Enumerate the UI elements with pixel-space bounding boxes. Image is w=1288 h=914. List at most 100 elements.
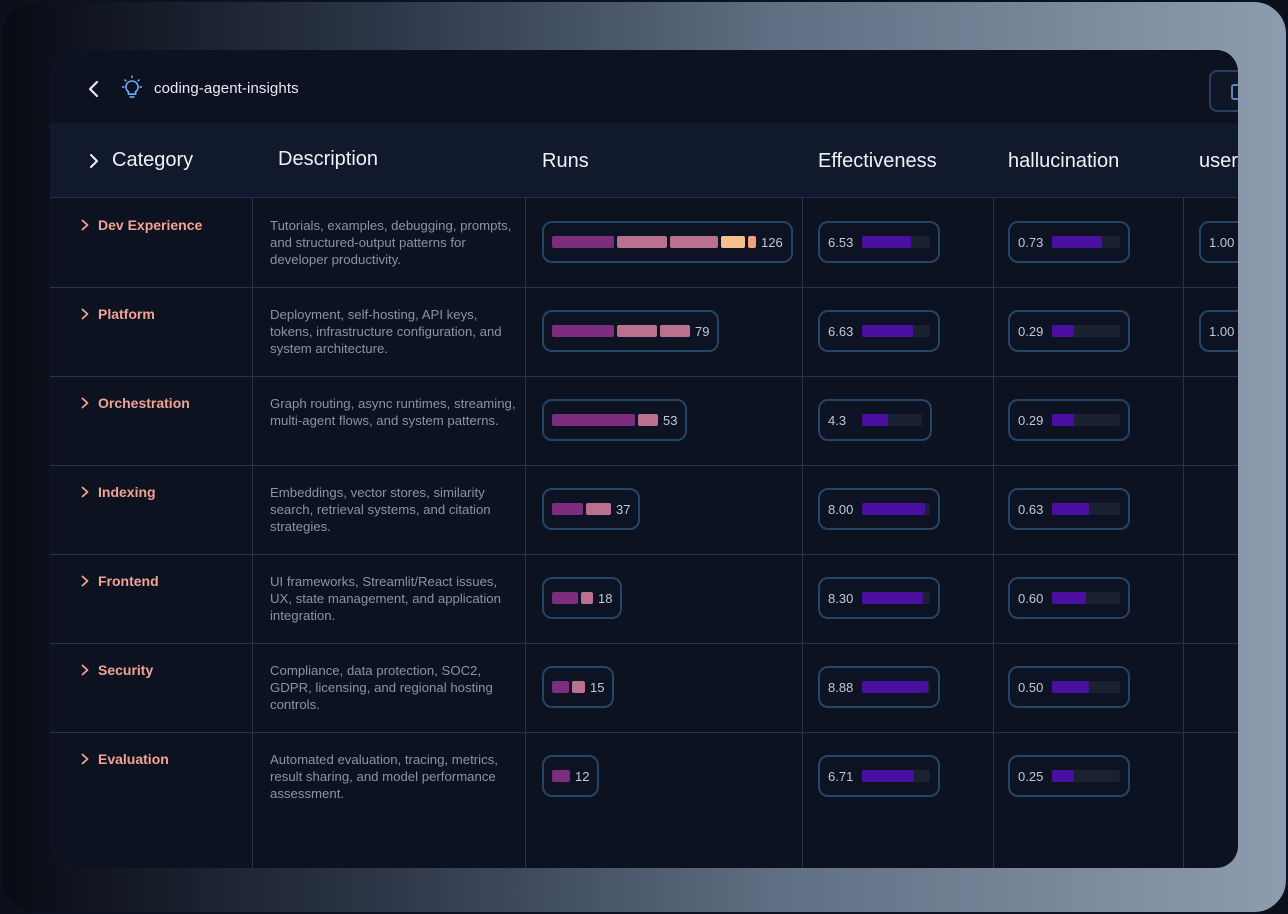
effectiveness-track: [862, 770, 930, 782]
hallucination-fill: [1052, 681, 1089, 693]
hallucination-value: 0.29: [1018, 412, 1044, 428]
runs-segment: [552, 503, 583, 515]
header-runs[interactable]: Runs: [542, 150, 589, 172]
hallucination-metric[interactable]: 0.29: [1008, 399, 1130, 441]
runs-segment: [638, 414, 658, 426]
runs-count: 12: [575, 768, 590, 784]
effectiveness-metric[interactable]: 4.3: [818, 399, 932, 441]
expand-all-chevron-icon[interactable]: [88, 153, 100, 169]
hallucination-track: [1052, 236, 1120, 248]
category-toggle[interactable]: Dev Experience: [80, 217, 202, 233]
category-toggle[interactable]: Frontend: [80, 573, 159, 589]
header-hallucination[interactable]: hallucination: [1008, 150, 1120, 172]
effectiveness-value: 8.30: [828, 590, 854, 606]
runs-bar[interactable]: 126: [542, 221, 793, 263]
hallucination-value: 0.29: [1018, 323, 1044, 339]
category-label: Frontend: [98, 573, 159, 589]
runs-bar[interactable]: 18: [542, 577, 623, 619]
category-description: UI frameworks, Streamlit/React issues, U…: [270, 574, 501, 623]
effectiveness-metric[interactable]: 6.63: [818, 310, 940, 352]
row-divider: [50, 465, 1238, 466]
effectiveness-metric[interactable]: 6.53: [818, 221, 940, 263]
user-metric[interactable]: 1.00: [1199, 221, 1238, 263]
header-user[interactable]: user: [1199, 150, 1238, 172]
effectiveness-fill: [862, 770, 914, 782]
effectiveness-fill: [862, 414, 888, 426]
runs-segment: [552, 770, 570, 782]
category-toggle[interactable]: Indexing: [80, 484, 156, 500]
hallucination-metric[interactable]: 0.73: [1008, 221, 1130, 263]
effectiveness-fill: [862, 681, 928, 693]
table-row[interactable]: Security Compliance, data protection, SOC…: [50, 643, 1238, 732]
panel-toggle-button[interactable]: [1209, 70, 1238, 112]
table-row[interactable]: Dev Experience Tutorials, examples, debug…: [50, 198, 1238, 287]
header-effectiveness[interactable]: Effectiveness: [818, 150, 937, 172]
runs-segment: [552, 414, 635, 426]
runs-segment: [552, 592, 578, 604]
table-header: Category Description Runs Effectiveness …: [50, 123, 1238, 198]
runs-count: 18: [598, 590, 613, 606]
runs-bar[interactable]: 12: [542, 755, 600, 797]
runs-bar[interactable]: 37: [542, 488, 641, 530]
table-row[interactable]: Indexing Embeddings, vector stores, simil…: [50, 465, 1238, 554]
hallucination-metric[interactable]: 0.60: [1008, 577, 1130, 619]
runs-count: 37: [616, 501, 631, 517]
user-metric[interactable]: 1.00: [1199, 310, 1238, 352]
effectiveness-fill: [862, 325, 913, 337]
effectiveness-track: [862, 236, 930, 248]
hallucination-track: [1052, 414, 1120, 426]
category-description: Deployment, self-hosting, API keys, toke…: [270, 307, 502, 356]
runs-segment: [660, 325, 690, 337]
hallucination-fill: [1052, 414, 1074, 426]
effectiveness-fill: [862, 236, 911, 248]
category-label: Indexing: [98, 484, 156, 500]
runs-bar[interactable]: 53: [542, 399, 688, 441]
runs-count: 15: [590, 679, 605, 695]
category-label: Security: [98, 662, 154, 678]
app-title: coding-agent-insights: [154, 80, 299, 97]
runs-bar[interactable]: 79: [542, 310, 720, 352]
runs-segment: [552, 325, 614, 337]
effectiveness-metric[interactable]: 8.00: [818, 488, 940, 530]
hallucination-metric[interactable]: 0.63: [1008, 488, 1130, 530]
runs-segment: [617, 325, 657, 337]
lightbulb-icon: [122, 75, 142, 98]
hallucination-track: [1052, 503, 1120, 515]
column-divider: [993, 198, 994, 868]
chevron-right-icon: [81, 575, 89, 587]
runs-segment: [581, 592, 593, 604]
category-toggle[interactable]: Security: [80, 662, 153, 678]
column-divider: [802, 198, 803, 868]
category-description: Graph routing, async runtimes, streaming…: [270, 396, 516, 428]
runs-bar[interactable]: 15: [542, 666, 615, 708]
hallucination-metric[interactable]: 0.29: [1008, 310, 1130, 352]
header-description[interactable]: Description: [278, 148, 379, 170]
hallucination-metric[interactable]: 0.25: [1008, 755, 1130, 797]
effectiveness-value: 6.63: [828, 323, 854, 339]
effectiveness-metric[interactable]: 8.88: [818, 666, 940, 708]
effectiveness-fill: [862, 592, 923, 604]
table-row[interactable]: Evaluation Automated evaluation, tracing,…: [50, 732, 1238, 821]
table-row[interactable]: Orchestration Graph routing, async runtim…: [50, 376, 1238, 465]
user-value: 1.00: [1209, 323, 1235, 339]
category-label: Orchestration: [98, 395, 190, 411]
table-row[interactable]: Platform Deployment, self-hosting, API ke…: [50, 287, 1238, 376]
category-toggle[interactable]: Evaluation: [80, 751, 169, 767]
effectiveness-track: [862, 681, 930, 693]
category-description: Compliance, data protection, SOC2, GDPR,…: [270, 663, 493, 712]
category-toggle[interactable]: Orchestration: [80, 395, 190, 411]
hallucination-value: 0.50: [1018, 679, 1044, 695]
header-category[interactable]: Category: [112, 149, 194, 171]
runs-count: 53: [663, 412, 678, 428]
hallucination-fill: [1052, 503, 1089, 515]
effectiveness-value: 8.00: [828, 501, 854, 517]
table-row[interactable]: Frontend UI frameworks, Streamlit/React i…: [50, 554, 1238, 643]
category-description: Tutorials, examples, debugging, prompts,…: [270, 218, 512, 267]
category-toggle[interactable]: Platform: [80, 306, 155, 322]
effectiveness-metric[interactable]: 6.71: [818, 755, 940, 797]
row-divider: [50, 376, 1238, 377]
back-arrow-icon[interactable]: [86, 78, 104, 100]
effectiveness-metric[interactable]: 8.30: [818, 577, 940, 619]
hallucination-metric[interactable]: 0.50: [1008, 666, 1130, 708]
